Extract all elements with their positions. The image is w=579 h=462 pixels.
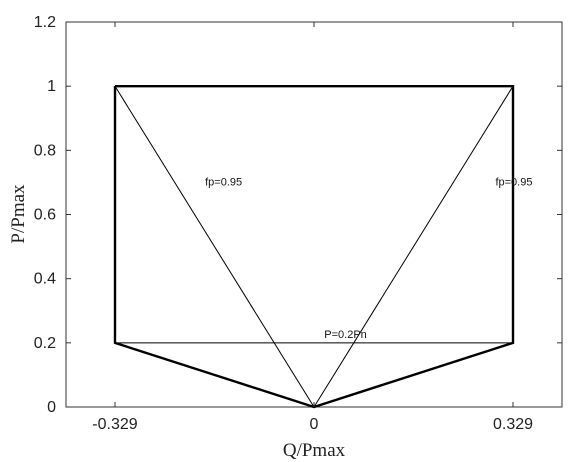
x-axis-label: Q/Pmax bbox=[283, 440, 346, 461]
annotation-label: fp=0.95 bbox=[205, 177, 242, 189]
y-tick-label: 0.4 bbox=[34, 271, 56, 288]
series-layer bbox=[113, 84, 515, 409]
x-tick-label: 0 bbox=[310, 416, 319, 433]
y-tick-label: 0 bbox=[47, 399, 56, 416]
series-power-factor-line-right bbox=[313, 85, 514, 408]
annotation-label: fp=0.95 bbox=[495, 177, 532, 189]
y-axis-label: P/Pmax bbox=[8, 184, 29, 244]
tick-layer: -0.329 0 0.329 0 0.2 0.4 0.6 0.8 1 1.2 bbox=[34, 14, 562, 433]
y-tick-label: 0.6 bbox=[34, 207, 56, 224]
plot-area bbox=[65, 21, 563, 408]
y-tick-label: 0.8 bbox=[34, 142, 56, 159]
y-tick-label: 1.2 bbox=[34, 14, 56, 31]
annotation-layer: fp=0.95 fp=0.95 P=0.2Pn bbox=[205, 177, 532, 341]
y-tick-label: 1 bbox=[47, 78, 56, 95]
annotation-label: P=0.2Pn bbox=[324, 329, 367, 341]
y-tick-label: 0.2 bbox=[34, 335, 56, 352]
x-tick-label: -0.329 bbox=[92, 416, 137, 433]
x-tick-label: 0.329 bbox=[493, 416, 533, 433]
series-capability-boundary bbox=[113, 84, 515, 409]
series-power-factor-line-left bbox=[114, 85, 315, 408]
